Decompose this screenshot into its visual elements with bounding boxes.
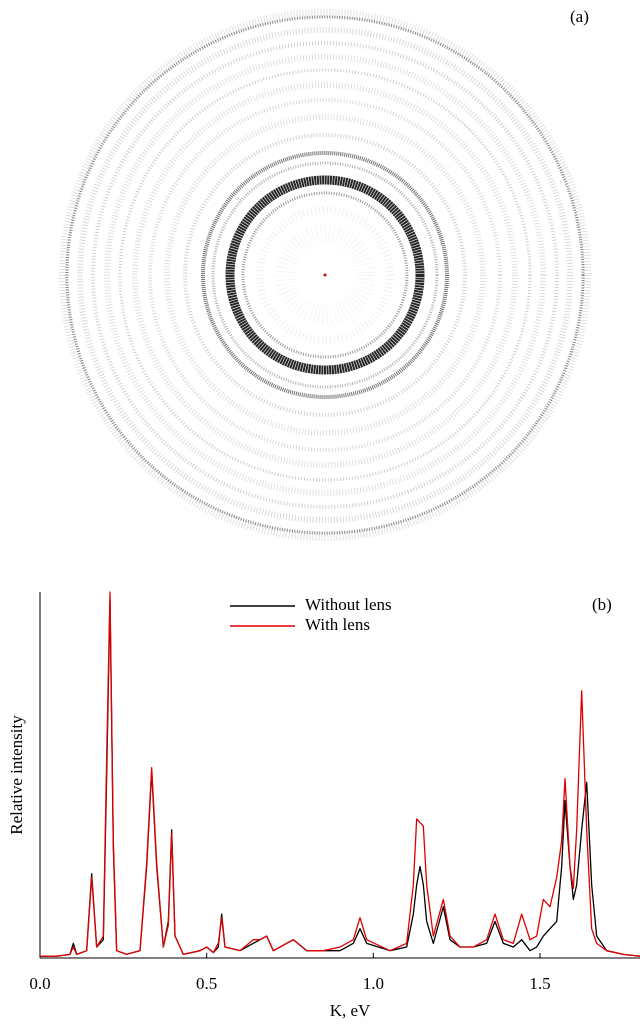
ring: [225, 175, 425, 375]
x-tick-label: 0.0: [29, 974, 50, 993]
ring: [91, 41, 559, 509]
ring: [256, 206, 394, 344]
detector-image: (a): [59, 7, 591, 541]
x-axis-label: K, eV: [330, 1001, 371, 1020]
ring: [59, 9, 591, 541]
ring: [275, 225, 375, 325]
legend-label: With lens: [305, 615, 370, 634]
spectrum-line: [40, 591, 640, 957]
y-axis-label: Relative intensity: [7, 715, 26, 835]
ring: [164, 114, 486, 436]
x-tick-label: 1.0: [363, 974, 384, 993]
ring: [104, 54, 546, 496]
spectrum-chart: 0.0 0.5 1.0 1.5 K, eV Relative intensity (b) Wi…: [7, 591, 640, 1020]
ring: [183, 133, 467, 417]
ring: [148, 98, 502, 452]
ring: [77, 27, 573, 523]
panel-label: (a): [570, 7, 589, 26]
x-tick-label: 1.5: [529, 974, 550, 993]
spectrum-line: [40, 598, 640, 957]
ring: [201, 151, 449, 399]
panel-label: (b): [592, 595, 612, 614]
legend-label: Without lens: [305, 595, 392, 614]
ring: [241, 191, 409, 359]
ring: [211, 161, 439, 389]
x-tick-label: 0.5: [196, 974, 217, 993]
ring: [132, 82, 518, 468]
center-dot: [323, 273, 327, 277]
ring: [65, 15, 585, 535]
ring: [118, 68, 532, 482]
